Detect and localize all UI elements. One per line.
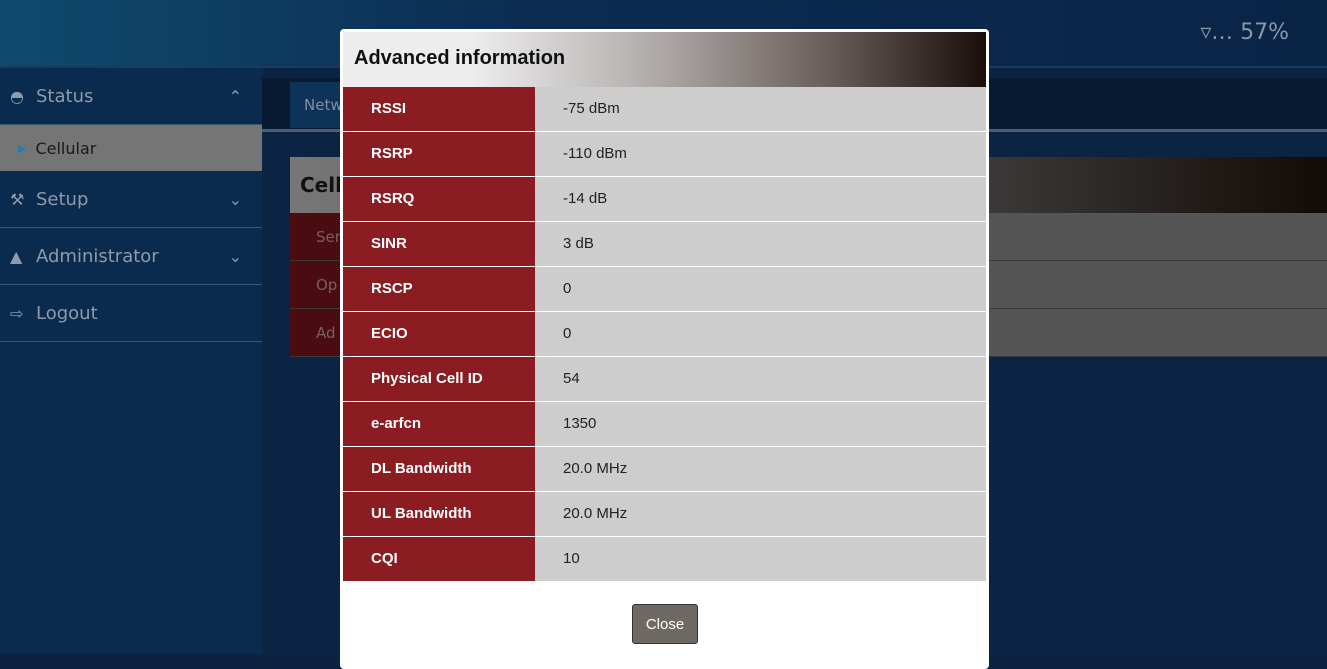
sidebar-item-label: Status xyxy=(36,85,94,107)
sidebar-item-label: Setup xyxy=(36,188,89,210)
info-value: 10 xyxy=(535,537,986,581)
info-row: RSSI -75 dBm xyxy=(343,87,986,132)
chevron-down-icon: ⌄ xyxy=(228,246,242,266)
info-label: SINR xyxy=(343,222,535,266)
info-value: -110 dBm xyxy=(535,132,986,176)
sidebar-item-setup[interactable]: ⚒ Setup ⌄ xyxy=(0,171,262,228)
info-label: ECIO xyxy=(343,312,535,356)
info-label: RSRQ xyxy=(343,177,535,221)
sidebar: ◓ Status ⌃ ▶ Cellular ⚒ Setup ⌄ ▲ Administrato… xyxy=(0,68,262,654)
info-row: RSRP -110 dBm xyxy=(343,132,986,177)
info-row: RSRQ -14 dB xyxy=(343,177,986,222)
sidebar-item-label: Logout xyxy=(36,302,98,324)
user-icon: ▲ xyxy=(10,246,23,266)
sidebar-item-status[interactable]: ◓ Status ⌃ xyxy=(0,68,262,125)
info-value: 0 xyxy=(535,312,986,356)
caret-right-icon: ▶ xyxy=(18,141,27,155)
info-label: RSRP xyxy=(343,132,535,176)
chevron-up-icon: ⌃ xyxy=(228,86,242,106)
modal-title: Advanced information xyxy=(343,32,986,87)
sidebar-item-label: Administrator xyxy=(36,245,159,267)
chevron-down-icon: ⌄ xyxy=(228,189,242,209)
dashboard-icon: ◓ xyxy=(10,86,24,106)
advanced-info-modal: Advanced information RSSI -75 dBm RSRP -110… xyxy=(340,29,989,669)
info-value: 20.0 MHz xyxy=(535,447,986,491)
info-label: DL Bandwidth xyxy=(343,447,535,491)
info-value: -14 dB xyxy=(535,177,986,221)
info-label: RSSI xyxy=(343,87,535,131)
info-row: e-arfcn 1350 xyxy=(343,402,986,447)
info-row: RSCP 0 xyxy=(343,267,986,312)
info-value: 20.0 MHz xyxy=(535,492,986,536)
info-value: 1350 xyxy=(535,402,986,446)
close-button[interactable]: Close xyxy=(632,604,698,644)
info-row: UL Bandwidth 20.0 MHz xyxy=(343,492,986,537)
info-label: Physical Cell ID xyxy=(343,357,535,401)
gavel-icon: ⚒ xyxy=(10,189,25,209)
info-value: -75 dBm xyxy=(535,87,986,131)
signal-status: ▿.‥ 57% xyxy=(1200,20,1289,45)
sidebar-item-label: Cellular xyxy=(35,138,97,158)
info-row: ECIO 0 xyxy=(343,312,986,357)
signal-antenna-icon: ▿.‥ xyxy=(1200,20,1234,45)
info-label: e-arfcn xyxy=(343,402,535,446)
info-row: CQI 10 xyxy=(343,537,986,582)
info-row: SINR 3 dB xyxy=(343,222,986,267)
sidebar-item-logout[interactable]: ⇨ Logout xyxy=(0,285,262,342)
signal-percent: 57% xyxy=(1240,20,1289,45)
info-label: UL Bandwidth xyxy=(343,492,535,536)
info-label: RSCP xyxy=(343,267,535,311)
info-value: 0 xyxy=(535,267,986,311)
info-value: 54 xyxy=(535,357,986,401)
sidebar-item-administrator[interactable]: ▲ Administrator ⌄ xyxy=(0,228,262,285)
info-row: DL Bandwidth 20.0 MHz xyxy=(343,447,986,492)
info-label: CQI xyxy=(343,537,535,581)
logout-icon: ⇨ xyxy=(10,303,24,323)
sidebar-item-cellular[interactable]: ▶ Cellular xyxy=(0,125,262,171)
info-row: Physical Cell ID 54 xyxy=(343,357,986,402)
info-value: 3 dB xyxy=(535,222,986,266)
